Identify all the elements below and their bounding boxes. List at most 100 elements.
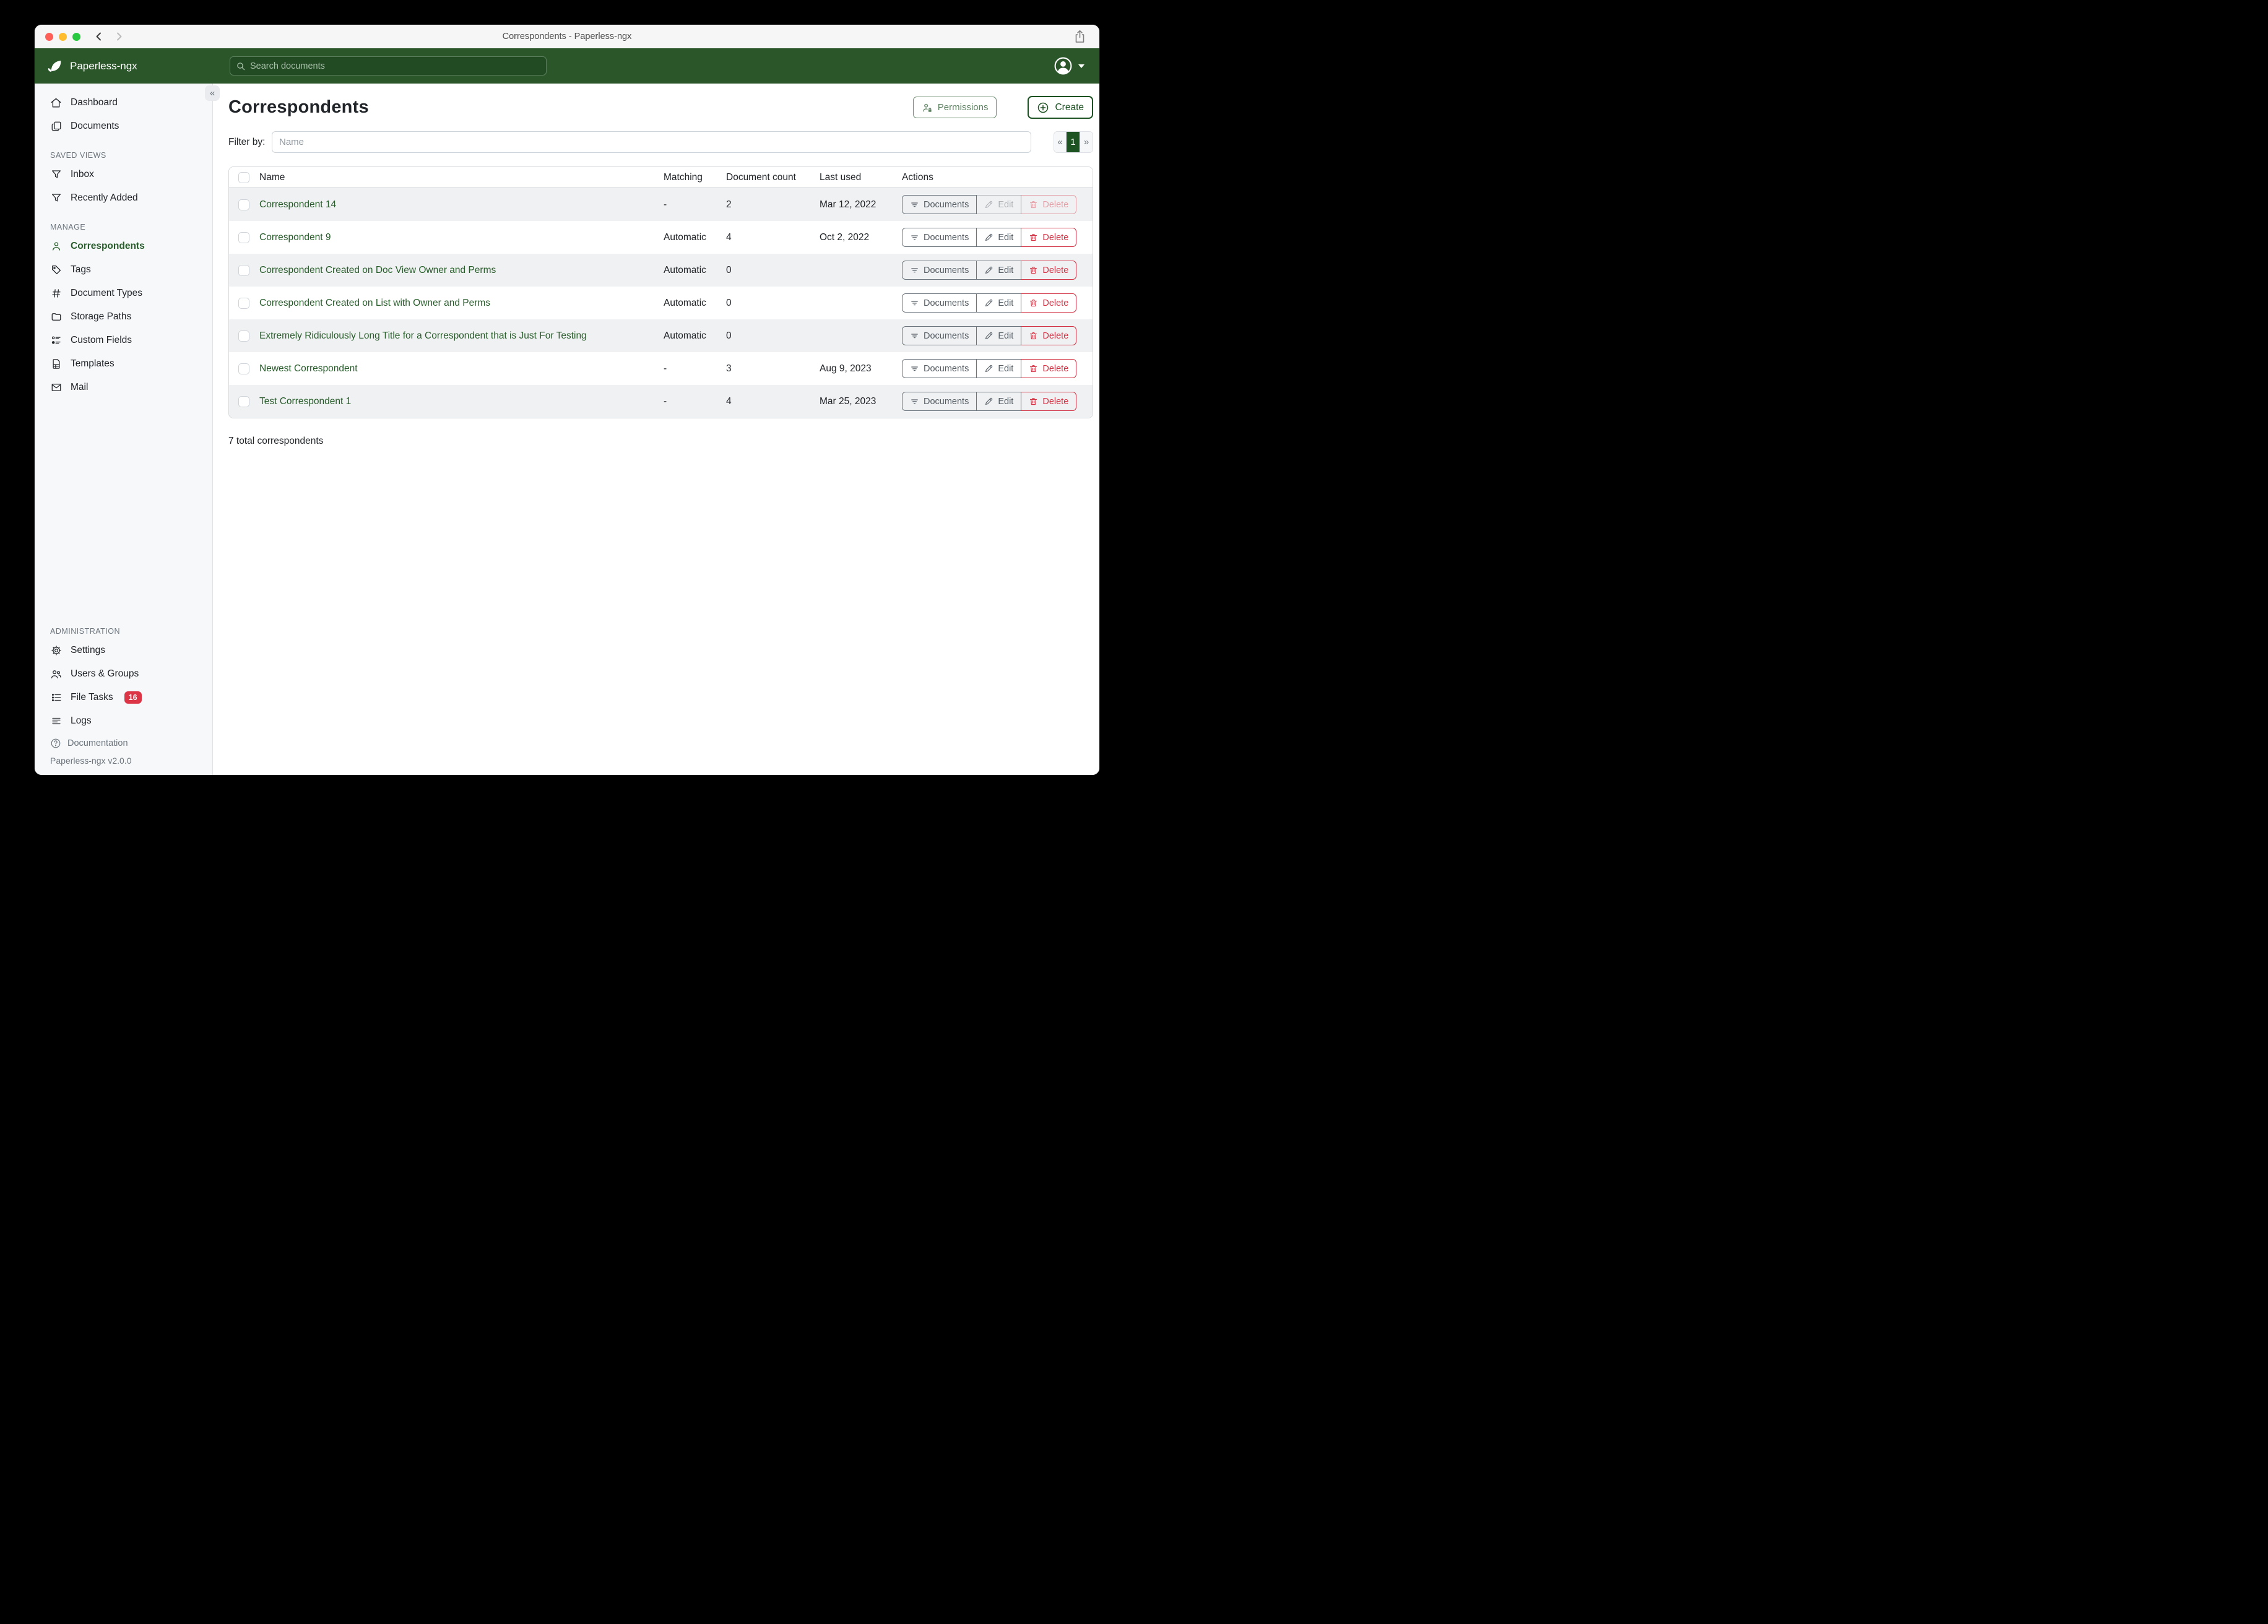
table-row: Newest Correspondent - 3 Aug 9, 2023 Doc…: [229, 352, 1093, 385]
app-brand-label: Paperless-ngx: [70, 59, 137, 72]
document-count-cell: 4: [726, 395, 732, 407]
delete-button[interactable]: Delete: [1021, 359, 1077, 378]
pagination-next[interactable]: »: [1080, 132, 1093, 152]
filter-lines-icon: [910, 397, 919, 406]
sidebar-item-settings[interactable]: Settings: [35, 639, 212, 662]
page-title: Correspondents: [228, 97, 369, 117]
row-checkbox[interactable]: [238, 199, 249, 210]
sidebar-item-label: Dashboard: [71, 97, 118, 108]
close-window-button[interactable]: [45, 32, 53, 41]
correspondent-link[interactable]: Extremely Ridiculously Long Title for a …: [259, 330, 587, 341]
sidebar-item-mail[interactable]: Mail: [35, 376, 212, 399]
zoom-window-button[interactable]: [72, 32, 80, 41]
edit-button[interactable]: Edit: [976, 359, 1022, 378]
documents-button[interactable]: Documents: [902, 228, 977, 247]
documents-button[interactable]: Documents: [902, 195, 977, 214]
sidebar-item-correspondents[interactable]: Correspondents: [35, 235, 212, 258]
pagination-page-1[interactable]: 1: [1067, 132, 1081, 152]
documents-button[interactable]: Documents: [902, 392, 977, 411]
edit-button[interactable]: Edit: [976, 195, 1022, 214]
select-all-checkbox[interactable]: [238, 171, 249, 183]
documents-button[interactable]: Documents: [902, 293, 977, 313]
pagination-previous[interactable]: «: [1054, 132, 1067, 152]
delete-button[interactable]: Delete: [1021, 392, 1077, 411]
column-header-actions: Actions: [902, 171, 933, 183]
sidebar-item-tags[interactable]: Tags: [35, 258, 212, 282]
back-icon[interactable]: [94, 32, 104, 41]
last-used-cell: Oct 2, 2022: [820, 231, 870, 243]
total-count: 7 total correspondents: [228, 436, 324, 446]
app-brand[interactable]: Paperless-ngx: [46, 58, 137, 74]
correspondent-link[interactable]: Correspondent Created on List with Owner…: [259, 297, 491, 308]
search-input[interactable]: [250, 61, 540, 71]
document-count-cell: 4: [726, 231, 732, 243]
edit-button[interactable]: Edit: [976, 228, 1022, 247]
window-title: Correspondents - Paperless-ngx: [502, 32, 632, 41]
sidebar-item-recently-added[interactable]: Recently Added: [35, 186, 212, 210]
filter-lines-icon: [910, 364, 919, 373]
delete-button[interactable]: Delete: [1021, 326, 1077, 345]
sidebar-item-inbox[interactable]: Inbox: [35, 163, 212, 186]
matching-cell: -: [664, 395, 667, 407]
delete-button[interactable]: Delete: [1021, 293, 1077, 313]
sidebar-item-dashboard[interactable]: Dashboard: [35, 91, 212, 114]
trash-icon: [1029, 331, 1038, 340]
sidebar-item-label: Custom Fields: [71, 335, 132, 345]
row-checkbox[interactable]: [238, 264, 249, 276]
row-checkbox[interactable]: [238, 231, 249, 243]
sidebar-item-label: Templates: [71, 358, 115, 369]
correspondent-link[interactable]: Correspondent 14: [259, 199, 337, 210]
pencil-icon: [984, 233, 993, 242]
correspondent-link[interactable]: Test Correspondent 1: [259, 395, 352, 407]
sidebar-item-document-types[interactable]: Document Types: [35, 282, 212, 305]
correspondent-link[interactable]: Correspondent Created on Doc View Owner …: [259, 264, 496, 275]
delete-button[interactable]: Delete: [1021, 195, 1077, 214]
table-header: Name Matching Document count Last used A…: [229, 167, 1093, 188]
share-icon[interactable]: [1074, 30, 1086, 43]
sidebar-section-administration: ADMINISTRATION: [50, 627, 121, 636]
row-checkbox[interactable]: [238, 363, 249, 374]
permissions-button[interactable]: Permissions: [912, 97, 997, 118]
sidebar-item-users-groups[interactable]: Users & Groups: [35, 662, 212, 686]
documents-button[interactable]: Documents: [902, 359, 977, 378]
help-circle-icon: [50, 738, 61, 749]
sidebar-collapse-button[interactable]: «: [205, 85, 220, 101]
sidebar-item-storage-paths[interactable]: Storage Paths: [35, 305, 212, 329]
sidebar-item-file-tasks[interactable]: File Tasks 16: [35, 686, 212, 709]
edit-button[interactable]: Edit: [976, 293, 1022, 313]
table-body: Correspondent 14 - 2 Mar 12, 2022 Docume…: [229, 188, 1093, 418]
row-actions: Documents Edit Delete: [902, 261, 1077, 280]
documents-button[interactable]: Documents: [902, 326, 977, 345]
sidebar-item-documents[interactable]: Documents: [35, 114, 212, 138]
correspondent-link[interactable]: Correspondent 9: [259, 231, 331, 243]
sidebar-item-templates[interactable]: Templates: [35, 352, 212, 376]
delete-button[interactable]: Delete: [1021, 228, 1077, 247]
sidebar-item-label: Correspondents: [71, 241, 145, 251]
forward-icon[interactable]: [114, 32, 124, 41]
gear-icon: [50, 645, 62, 656]
sidebar-section-manage: MANAGE: [50, 223, 86, 231]
documents-icon: [50, 121, 62, 132]
row-checkbox[interactable]: [238, 297, 249, 309]
documentation-link[interactable]: Documentation: [35, 733, 212, 754]
table-row: Correspondent Created on Doc View Owner …: [229, 254, 1093, 287]
row-actions: Documents Edit Delete: [902, 195, 1077, 214]
edit-button[interactable]: Edit: [976, 326, 1022, 345]
edit-button[interactable]: Edit: [976, 392, 1022, 411]
trash-icon: [1029, 397, 1038, 406]
documents-button[interactable]: Documents: [902, 261, 977, 280]
delete-button[interactable]: Delete: [1021, 261, 1077, 280]
sidebar-item-label: Recently Added: [71, 192, 138, 203]
user-menu[interactable]: [1054, 48, 1084, 84]
minimize-window-button[interactable]: [59, 32, 67, 41]
correspondent-link[interactable]: Newest Correspondent: [259, 363, 358, 374]
fields-list-icon: [50, 335, 62, 346]
filter-name-input[interactable]: [272, 131, 1032, 153]
row-checkbox[interactable]: [238, 395, 249, 407]
row-checkbox[interactable]: [238, 330, 249, 342]
edit-button[interactable]: Edit: [976, 261, 1022, 280]
sidebar-item-label: Document Types: [71, 288, 143, 298]
sidebar-item-logs[interactable]: Logs: [35, 709, 212, 733]
create-button[interactable]: Create: [1028, 96, 1093, 119]
sidebar-item-custom-fields[interactable]: Custom Fields: [35, 329, 212, 352]
